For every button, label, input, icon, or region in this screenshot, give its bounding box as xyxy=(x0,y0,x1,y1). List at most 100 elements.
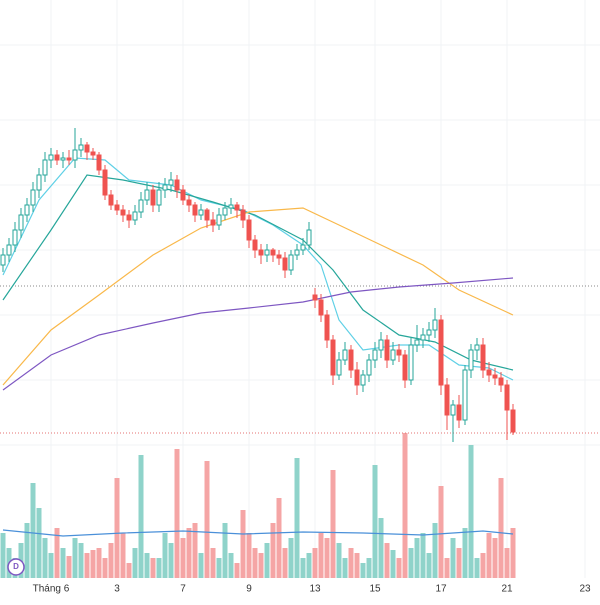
candle-body xyxy=(426,329,432,336)
candle-body xyxy=(348,349,354,371)
moving-average-line xyxy=(2,174,514,371)
volume-bar xyxy=(24,523,30,578)
candle-body xyxy=(294,249,300,256)
volume-bar xyxy=(432,523,438,578)
volume-bar xyxy=(300,558,306,578)
candle-body xyxy=(384,339,390,361)
candle-body xyxy=(60,157,66,161)
candle-body xyxy=(168,179,174,186)
volume-bar xyxy=(330,470,336,578)
volume-bar xyxy=(474,558,480,578)
candle-body xyxy=(84,144,90,153)
candle-body xyxy=(330,339,336,376)
candle-body xyxy=(474,344,480,351)
volume-bar xyxy=(66,556,72,578)
candle-body xyxy=(30,189,36,206)
candle-body xyxy=(498,377,504,386)
volume-bar xyxy=(360,563,366,578)
candle-body xyxy=(6,244,12,256)
candle-body xyxy=(0,254,6,266)
candle-body xyxy=(366,359,372,376)
candle-body xyxy=(510,409,516,433)
volume-bar xyxy=(294,458,300,578)
candle-body xyxy=(396,349,402,356)
volume-bar xyxy=(156,558,162,578)
volume-bar xyxy=(180,538,186,578)
volume-bar xyxy=(192,523,198,578)
candle-body xyxy=(198,209,204,216)
volume-bar xyxy=(306,553,312,578)
candle-body xyxy=(246,219,252,241)
volume-bar xyxy=(126,563,132,578)
candle-body xyxy=(408,344,414,381)
candle-body xyxy=(354,369,360,386)
candle-body xyxy=(300,244,306,251)
volume-bar xyxy=(210,548,216,578)
x-tick-label: 21 xyxy=(501,584,513,595)
candle-body xyxy=(390,349,396,361)
volume-bar xyxy=(204,461,210,578)
volume-bar xyxy=(468,445,474,578)
candle-body xyxy=(480,344,486,371)
candle-body xyxy=(258,249,264,256)
volume-bar xyxy=(144,553,150,578)
volume-bar xyxy=(408,548,414,578)
candle-body xyxy=(456,404,462,421)
candle-body xyxy=(216,214,222,226)
volume-bar xyxy=(246,533,252,578)
volume-bar xyxy=(282,548,288,578)
candle-body xyxy=(264,249,270,256)
volume-bar xyxy=(276,498,282,578)
candle-body xyxy=(378,339,384,351)
candle-body xyxy=(318,299,324,316)
candle-body xyxy=(468,349,474,371)
volume-bar xyxy=(390,550,396,578)
moving-average-line xyxy=(2,529,514,537)
volume-bar xyxy=(354,553,360,578)
candle-body xyxy=(180,189,186,201)
volume-bar xyxy=(0,533,6,578)
candle-body xyxy=(282,257,288,271)
volume-bar xyxy=(444,558,450,578)
candle-body xyxy=(192,204,198,216)
volume-bar xyxy=(480,553,486,578)
candle-body xyxy=(102,169,108,196)
candle-body xyxy=(420,334,426,341)
volume-bar xyxy=(60,548,66,578)
volume-bar xyxy=(384,543,390,578)
volume-bar xyxy=(438,486,444,578)
volume-bar xyxy=(30,483,36,578)
candle-body xyxy=(360,374,366,386)
candle-body xyxy=(12,229,18,246)
volume-bar xyxy=(222,523,228,578)
logo-badge: D xyxy=(7,558,25,576)
volume-bar xyxy=(414,538,420,578)
candle-body xyxy=(108,194,114,206)
x-tick-label: 17 xyxy=(435,584,447,595)
volume-bar xyxy=(486,533,492,578)
volume-bar xyxy=(498,478,504,578)
moving-average-line xyxy=(2,157,514,381)
candle-body xyxy=(270,249,276,256)
candle-body xyxy=(228,204,234,209)
volume-bar xyxy=(72,538,78,578)
candle-body xyxy=(276,254,282,259)
candle-body xyxy=(186,199,192,206)
x-tick-label: 9 xyxy=(246,584,252,595)
volume-bar xyxy=(162,533,168,578)
candle-body xyxy=(504,384,510,411)
volume-bar xyxy=(42,538,48,578)
candle-body xyxy=(288,254,294,271)
volume-bar xyxy=(420,533,426,578)
volume-bar xyxy=(120,533,126,578)
candle-body xyxy=(336,359,342,376)
candle-body xyxy=(174,179,180,191)
volume-bar xyxy=(234,563,240,578)
candle-body xyxy=(126,214,132,221)
volume-bar xyxy=(378,518,384,578)
volume-bar xyxy=(36,508,42,578)
volume-bar xyxy=(216,558,222,578)
volume-bar xyxy=(78,543,84,578)
volume-bar xyxy=(456,548,462,578)
